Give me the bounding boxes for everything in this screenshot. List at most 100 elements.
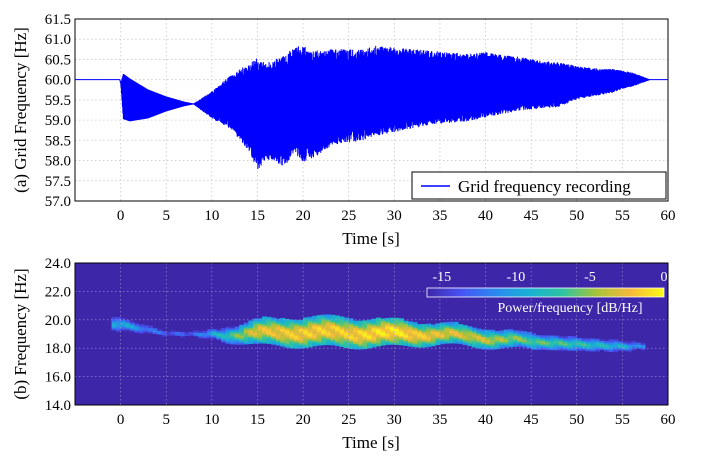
spectrogram-cell — [348, 329, 354, 332]
spectrogram-cell — [362, 341, 368, 344]
y-tick-label: 60.5 — [45, 52, 71, 68]
spectrogram-cell — [540, 337, 546, 340]
spectrogram-cell — [248, 324, 254, 327]
spectrogram-cell — [321, 327, 327, 330]
spectrogram-cell — [567, 343, 573, 346]
spectrogram-cell — [508, 345, 514, 348]
spectrogram-cell — [444, 329, 450, 332]
spectrogram-cell — [303, 329, 309, 333]
spectrogram-cell — [517, 339, 523, 342]
spectrogram-cell — [503, 333, 509, 336]
spectrogram-cell — [271, 326, 277, 329]
spectrogram-cell — [471, 345, 477, 348]
spectrogram-cell — [252, 329, 258, 332]
spectrogram-cell — [303, 342, 309, 345]
spectrogram-cell — [321, 341, 327, 344]
spectrogram-cell — [512, 342, 518, 346]
spectrogram-cell — [330, 314, 336, 318]
spectrogram-cell — [230, 331, 236, 334]
spectrogram-cell — [426, 339, 432, 342]
spectrogram-cell — [480, 341, 486, 345]
spectrogram-cell — [348, 334, 354, 337]
spectrogram-cell — [617, 341, 623, 344]
spectrogram-cell — [335, 343, 340, 347]
spectrogram-cell — [321, 318, 327, 321]
spectrogram-cell — [284, 326, 290, 329]
spectrogram-cell — [522, 341, 527, 344]
spectrogram-cell — [417, 329, 423, 332]
spectrogram-cell — [266, 318, 272, 321]
spectrogram-cell — [325, 335, 331, 338]
spectrogram-cell — [439, 322, 445, 325]
spectrogram-cell — [522, 331, 527, 334]
spectrogram-cell — [252, 323, 258, 326]
spectrogram-cell — [508, 334, 514, 337]
spectrogram-cell — [271, 321, 277, 324]
spectrogram-cell — [572, 346, 578, 349]
spectrogram-cell — [412, 327, 418, 330]
spectrogram-cell — [572, 339, 578, 342]
axes-frame-a — [74, 18, 669, 202]
spectrogram-cell — [316, 341, 322, 344]
spectrogram-cell — [280, 328, 286, 331]
spectrogram-cell — [407, 325, 413, 328]
y-tick-label: 18.0 — [45, 341, 71, 357]
spectrogram-cell — [544, 339, 550, 342]
spectrogram-cell — [325, 318, 331, 321]
spectrogram-cell — [485, 347, 491, 350]
spectrogram-cell — [348, 318, 354, 321]
spectrogram-cell — [262, 339, 267, 342]
spectrogram-cell — [371, 327, 377, 330]
spectrogram-cell — [248, 332, 254, 336]
spectrogram-cell — [439, 340, 445, 343]
spectrogram-cell — [595, 342, 600, 345]
spectrogram-cell — [385, 333, 391, 337]
spectrogram-cell — [225, 327, 231, 330]
spectrogram-cell — [398, 318, 404, 321]
spectrogram-cell — [558, 335, 564, 338]
spectrogram-cell — [125, 325, 131, 328]
spectrogram-cell — [152, 331, 158, 334]
spectrogram-cell — [175, 331, 181, 334]
spectrogram-cell — [371, 341, 377, 344]
spectrogram-cell — [531, 333, 537, 336]
spectrogram-cell — [312, 322, 318, 326]
spectrogram-cell — [289, 339, 295, 342]
spectrogram-cell — [230, 336, 236, 340]
spectrogram-cell — [357, 320, 363, 323]
spectrogram-cell — [512, 337, 518, 340]
spectrogram-cell — [353, 338, 359, 341]
spectrogram-cell — [426, 336, 432, 339]
spectrogram-cell — [362, 320, 368, 323]
spectrogram-cell — [380, 343, 386, 346]
spectrogram-cell — [262, 325, 267, 328]
spectrogram-cell — [362, 329, 368, 332]
spectrogram-cell — [376, 328, 382, 331]
spectrogram-cell — [321, 332, 327, 335]
spectrogram-cell — [239, 338, 245, 342]
spectrogram-cell — [485, 336, 491, 340]
spectrogram-cell — [280, 321, 286, 324]
spectrogram-cell — [307, 336, 313, 339]
spectrogram-cell — [325, 334, 331, 337]
spectrogram-cell — [357, 333, 363, 336]
spectrogram-cell — [376, 340, 382, 343]
spectrogram-cell — [284, 329, 290, 332]
spectrogram-cell — [357, 340, 363, 343]
spectrogram-cell — [522, 334, 527, 337]
spectrogram-cell — [234, 339, 240, 342]
spectrogram-cell — [617, 344, 623, 348]
spectrogram-cell — [293, 346, 299, 349]
spectrogram-cell — [599, 338, 605, 342]
spectrogram-cell — [307, 343, 313, 346]
spectrogram-cell — [535, 342, 541, 345]
spectrogram-cell — [262, 327, 267, 330]
spectrogram-cell — [275, 331, 281, 334]
spectrogram-cell — [490, 343, 496, 347]
spectrogram-cell — [371, 332, 377, 336]
spectrogram-cell — [129, 328, 135, 331]
spectrogram-cell — [193, 334, 199, 337]
spectrogram-cell — [179, 331, 185, 335]
spectrogram-cell — [335, 336, 340, 340]
spectrogram-cell — [230, 340, 236, 343]
